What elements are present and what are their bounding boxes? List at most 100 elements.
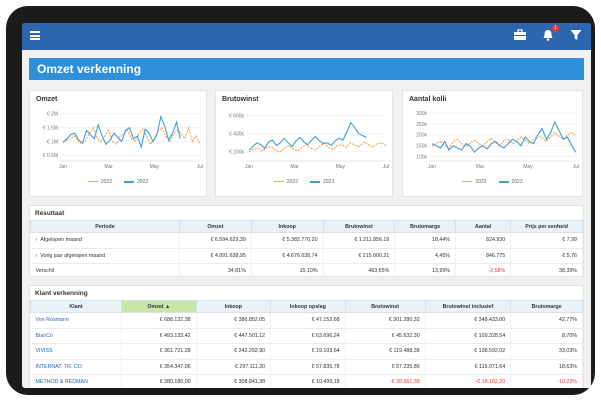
table-cell: € 215.000,21 <box>323 248 396 264</box>
table-cell: € 348.433,00 <box>425 312 512 329</box>
table-cell: € 4.676.638,74 <box>251 248 324 264</box>
table-cell: € 138.592,02 <box>425 343 512 360</box>
table-cell: € 47.152,68 <box>270 312 346 329</box>
legend-item-2023[interactable]: 2023 <box>310 179 334 185</box>
column-header[interactable]: Brutowinst inclusief <box>424 300 512 313</box>
legend-label: 2023 <box>323 179 335 185</box>
table-cell: € 308.841,38 <box>196 374 272 388</box>
chevron-right-icon[interactable]: › <box>35 252 38 259</box>
customer-link[interactable]: INTERNAT. TR. CO. <box>30 359 123 375</box>
table-cell: € 7,99 <box>510 232 583 249</box>
section-title: Klant verkenning <box>35 290 88 297</box>
table-cell: 18,63% <box>510 359 583 375</box>
filter-icon[interactable] <box>569 28 583 42</box>
omzet-chart-card: Omzet € 0.5M € 1M € 1.5M € 2M Jan Mar May Jul 2… <box>29 90 207 197</box>
resultaat-table: Periode Omzet Inkoop Brutowinst Brutomarge Aa… <box>29 220 583 280</box>
table-cell: € 386.852,05 <box>196 312 272 329</box>
period-cell: › Vorig jaar afgelopen maand <box>30 248 181 264</box>
table-cell: € 45.632,30 <box>345 328 426 344</box>
legend-item-2022[interactable]: 2022 <box>273 179 298 185</box>
column-header[interactable]: Omzet <box>179 220 252 233</box>
legend-item-2023[interactable]: 2023 <box>498 179 523 185</box>
table-row[interactable]: › Afgelopen maand € 6.594.629,39 € 5.382.77… <box>30 232 583 249</box>
x-tick-label: May <box>523 164 533 170</box>
x-tick-label: Jan <box>428 164 436 170</box>
table-cell: 8,70% <box>510 328 583 344</box>
legend-item-2023[interactable]: 2023 <box>124 179 148 185</box>
aantal-kolli-chart: 100k 150k 200k 250k 300k Jan Mar May Jul <box>416 111 579 170</box>
y-tick-label: 100k <box>416 154 427 160</box>
table-cell: € 361.721,28 <box>121 343 197 360</box>
series-line-2023 <box>248 121 367 151</box>
column-header[interactable]: Inkoop opslag <box>270 300 346 313</box>
table-row[interactable]: Von Rosmann € 688.132,38 € 386.852,05 € 47.… <box>30 312 583 329</box>
y-tick-label: 200k <box>416 133 427 139</box>
table-cell: € 280.180,00 <box>121 374 197 388</box>
brutowinst-chart: € 200k € 400k € 600k Jan Mar May Jul <box>229 113 389 170</box>
column-header[interactable]: Periode <box>29 220 181 233</box>
top-bar: 1 <box>22 23 591 50</box>
table-cell: € 1.211.856,19 <box>323 232 396 249</box>
x-tick-label: Jan <box>59 164 67 170</box>
column-header[interactable]: Brutomarge <box>510 300 583 313</box>
aantal-kolli-chart-card: Aantal kolli 100k 150k 200k 250k 300k Jan Mar M… <box>402 90 583 197</box>
period-cell: › Afgelopen maand <box>30 232 181 249</box>
briefcase-icon[interactable] <box>513 28 527 42</box>
column-header[interactable]: Brutomarge <box>394 220 457 233</box>
customer-link[interactable]: VIVISS <box>30 343 123 360</box>
column-header[interactable]: Aantal <box>455 220 512 233</box>
table-row: Verschil 34,81% 15,10% 463,65% 13,99% -2,58% 3… <box>30 263 583 280</box>
table-cell: 463,65% <box>323 263 396 280</box>
table-cell: 38,39% <box>510 263 583 280</box>
legend-label: 2022 <box>286 179 298 185</box>
x-tick-label: May <box>150 164 160 170</box>
legend-item-2022[interactable]: 2022 <box>87 179 112 185</box>
device-frame: 1 Omzet verkenning Omzet € 0.5M € 1M € 1.5… <box>6 6 595 395</box>
hamburger-icon[interactable] <box>30 31 40 40</box>
y-tick-label: € 600k <box>229 113 245 119</box>
legend-label: 2023 <box>137 179 149 185</box>
omzet-chart: € 0.5M € 1M € 1.5M € 2M Jan Mar May Jul <box>43 112 204 170</box>
table-cell: € 119.488,38 <box>345 343 426 360</box>
bell-icon[interactable]: 1 <box>541 25 559 42</box>
table-row[interactable]: VIVISS € 361.721,28 € 242.292,90 € 19.103,6… <box>30 343 583 360</box>
legend-item-2022[interactable]: 2022 <box>462 179 487 185</box>
chart-title: Aantal kolli <box>409 96 447 103</box>
x-tick-label: Mar <box>104 164 113 170</box>
table-row[interactable]: INTERNAT. TR. CO. € 354.347,06 € 297.111,2… <box>30 359 583 375</box>
table-cell: -10,23% <box>510 374 583 388</box>
x-tick-label: May <box>336 164 346 170</box>
column-header[interactable]: Brutowinst <box>322 220 396 233</box>
column-header[interactable]: Klant <box>29 300 123 313</box>
x-tick-label: Jul <box>573 164 579 170</box>
table-row[interactable]: › Vorig jaar afgelopen maand € 4.891.638,9… <box>30 248 583 264</box>
table-cell: 18,44% <box>394 232 457 249</box>
table-cell: € 493.133,42 <box>121 328 197 344</box>
chevron-right-icon[interactable]: › <box>35 237 38 244</box>
table-cell: € 688.132,38 <box>121 312 197 329</box>
column-header[interactable]: Inkoop <box>195 300 272 313</box>
customer-link[interactable]: METHOD & REDMAN <box>30 374 123 388</box>
customer-link[interactable]: Von Rosmann <box>30 312 123 329</box>
column-header[interactable]: Brutowinst <box>344 300 426 313</box>
y-tick-label: 150k <box>416 144 427 150</box>
table-cell: -2,58% <box>455 263 512 280</box>
y-tick-label: 250k <box>416 122 427 128</box>
table-row[interactable]: METHOD & REDMAN € 280.180,00 € 308.841,38 €… <box>30 374 583 388</box>
table-cell: € 5.382.770,20 <box>251 232 324 249</box>
customer-link[interactable]: BlanCo <box>30 328 123 344</box>
series-line-2022 <box>248 141 387 153</box>
table-cell: 4,45% <box>394 248 457 264</box>
x-tick-label: Jan <box>245 164 253 170</box>
column-header[interactable]: Prijs per eenheid <box>510 220 583 233</box>
y-tick-label: € 1M <box>47 139 58 145</box>
table-cell: € 242.292,90 <box>196 343 272 360</box>
column-header[interactable]: Omzet ▲ <box>121 300 197 313</box>
y-tick-label: € 1.5M <box>43 125 58 131</box>
table-cell: -€ 28.661,38 <box>345 374 426 388</box>
legend-label: 2022 <box>475 179 487 185</box>
notification-badge: 1 <box>552 25 559 32</box>
table-row[interactable]: BlanCo € 493.133,42 € 447.501,12 € 63.696,2… <box>30 328 583 344</box>
column-header[interactable]: Inkoop <box>250 220 324 233</box>
x-tick-label: Mar <box>290 164 299 170</box>
